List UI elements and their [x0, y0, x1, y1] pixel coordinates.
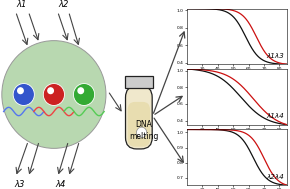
Text: λ2: λ2 — [59, 0, 69, 9]
Text: λ1λ3: λ1λ3 — [266, 53, 284, 59]
Text: λ2λ4: λ2λ4 — [266, 174, 284, 180]
Text: λ1: λ1 — [17, 0, 27, 9]
Text: DNA: DNA — [135, 120, 152, 129]
Text: λ3: λ3 — [14, 180, 24, 189]
Circle shape — [137, 127, 147, 138]
Circle shape — [48, 88, 53, 94]
FancyBboxPatch shape — [128, 102, 150, 147]
Circle shape — [73, 84, 95, 105]
Circle shape — [2, 41, 106, 148]
FancyBboxPatch shape — [126, 86, 152, 149]
Circle shape — [18, 88, 23, 94]
Text: λ1λ4: λ1λ4 — [266, 113, 284, 119]
Text: λ4: λ4 — [55, 180, 66, 189]
Text: melting: melting — [129, 132, 158, 141]
Circle shape — [43, 84, 64, 105]
FancyBboxPatch shape — [125, 76, 153, 88]
Circle shape — [78, 88, 84, 94]
Circle shape — [13, 84, 34, 105]
